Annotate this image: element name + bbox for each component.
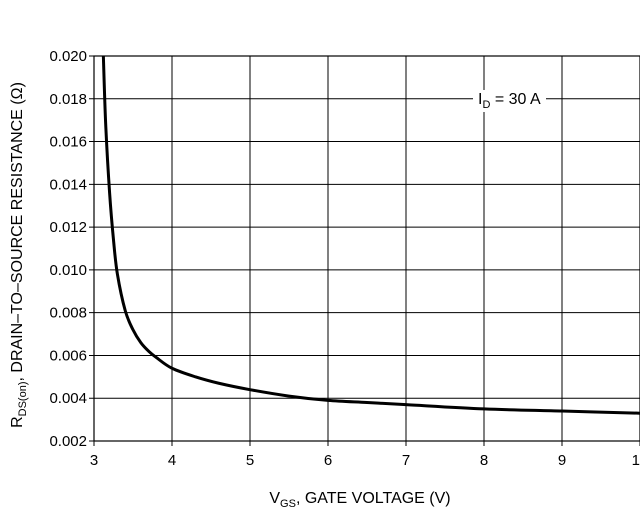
y-axis-title-rest: , DRAIN–TO–SOURCE RESISTANCE (Ω) bbox=[9, 82, 26, 381]
y-axis-title: RDS(on), DRAIN–TO–SOURCE RESISTANCE (Ω) bbox=[9, 82, 29, 428]
x-tick-label: 6 bbox=[324, 452, 332, 469]
x-tick-label: 9 bbox=[558, 452, 566, 469]
x-tick-label: 7 bbox=[402, 452, 410, 469]
y-tick-label: 0.004 bbox=[49, 390, 87, 407]
y-tick-label: 0.012 bbox=[49, 219, 87, 236]
y-tick-label: 0.020 bbox=[49, 48, 87, 65]
y-tick-labels: 0.002 0.004 0.006 0.008 0.010 0.012 0.014 0.016… bbox=[49, 48, 87, 450]
rds-curve bbox=[101, 55, 640, 415]
y-axis-title-sub: DS(on) bbox=[17, 382, 29, 417]
y-tick-label: 0.010 bbox=[49, 262, 87, 279]
x-axis-title: VGS, GATE VOLTAGE (V) bbox=[269, 490, 450, 510]
annotation-background bbox=[473, 90, 546, 112]
x-tick-label: 3 bbox=[90, 452, 98, 469]
annotation-main: I bbox=[478, 91, 482, 108]
x-tick-label: 4 bbox=[168, 452, 176, 469]
y-tick-label: 0.002 bbox=[49, 433, 87, 450]
x-tick-label: 8 bbox=[480, 452, 488, 469]
y-tick-label: 0.008 bbox=[49, 305, 87, 322]
x-tick-label: 5 bbox=[246, 452, 254, 469]
annotation-rest: = 30 A bbox=[490, 91, 541, 108]
x-tick-label: 10 bbox=[632, 452, 640, 469]
x-axis-title-sub: GS bbox=[280, 498, 296, 510]
y-tick-label: 0.014 bbox=[49, 176, 87, 193]
grid bbox=[89, 55, 640, 446]
x-tick-labels: 3 4 5 6 7 8 9 10 bbox=[90, 452, 640, 469]
y-tick-label: 0.006 bbox=[49, 347, 87, 364]
x-axis-title-rest: , GATE VOLTAGE (V) bbox=[296, 490, 451, 507]
y-tick-label: 0.016 bbox=[49, 134, 87, 151]
x-axis-title-main: V bbox=[269, 490, 280, 507]
annotation-sub: D bbox=[482, 99, 490, 111]
plot-frame bbox=[93, 55, 640, 442]
y-tick-label: 0.018 bbox=[49, 91, 87, 108]
y-axis-title-main: R bbox=[9, 416, 26, 428]
annotation-label: ID = 30 A bbox=[478, 91, 541, 111]
